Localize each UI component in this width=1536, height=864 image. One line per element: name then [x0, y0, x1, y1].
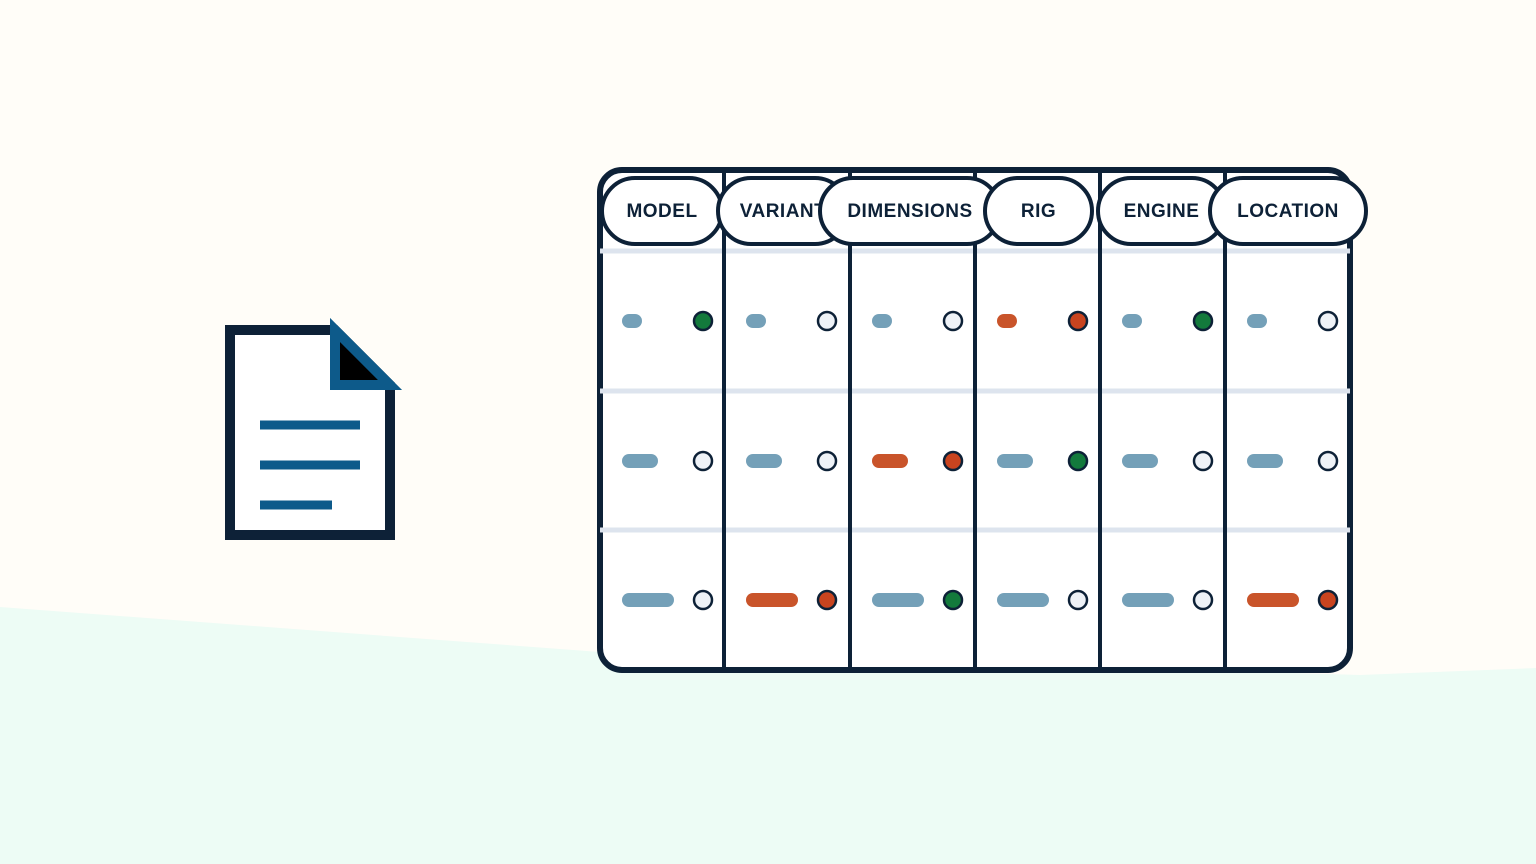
- header-label: ENGINE: [1124, 201, 1200, 222]
- status-dot: [1067, 589, 1089, 611]
- page-fold: [330, 317, 403, 390]
- status-dot: [1192, 589, 1214, 611]
- status-dot: [942, 310, 964, 332]
- cell-bar: [997, 454, 1033, 468]
- header-label: RIG: [1021, 201, 1056, 222]
- status-dot: [1317, 310, 1339, 332]
- cell-bar: [997, 593, 1049, 607]
- header-label: DIMENSIONS: [847, 201, 972, 222]
- header-label: MODEL: [626, 201, 697, 222]
- status-dot: [942, 589, 964, 611]
- cell-bar: [746, 314, 766, 328]
- table-cells: [622, 310, 1339, 611]
- status-dot: [942, 450, 964, 472]
- status-dot: [692, 450, 714, 472]
- status-dot: [692, 310, 714, 332]
- table-grid: [600, 170, 1350, 670]
- cell-bar: [746, 454, 782, 468]
- cell-bar: [622, 593, 674, 607]
- status-dot: [816, 589, 838, 611]
- table-headers: MODEL VARIANT DIMENSIONS RIG ENGINE LOCATION: [600, 176, 1368, 246]
- cell-bar: [997, 314, 1017, 328]
- cell-bar: [1247, 454, 1283, 468]
- header-label: VARIANT: [740, 201, 827, 222]
- header-pill: [983, 176, 1094, 246]
- cell-bar: [622, 454, 658, 468]
- status-dot: [816, 310, 838, 332]
- cell-bar: [1247, 593, 1299, 607]
- status-dot: [1067, 450, 1089, 472]
- header-pill: [1208, 176, 1368, 246]
- status-dot: [1317, 589, 1339, 611]
- status-dot: [1192, 450, 1214, 472]
- status-dot: [816, 450, 838, 472]
- cell-bar: [1122, 454, 1158, 468]
- header-label: LOCATION: [1237, 201, 1339, 222]
- cell-bar: [1247, 314, 1267, 328]
- status-dot: [692, 589, 714, 611]
- cell-bar: [1122, 593, 1174, 607]
- cell-bar: [622, 314, 642, 328]
- status-dot: [1317, 450, 1339, 472]
- status-dot: [1067, 310, 1089, 332]
- cell-bar: [872, 454, 908, 468]
- cell-bar: [1122, 314, 1142, 328]
- cell-bar: [746, 593, 798, 607]
- status-dot: [1192, 310, 1214, 332]
- document-icon: [225, 317, 403, 540]
- cell-bar: [872, 314, 892, 328]
- cell-bar: [872, 593, 924, 607]
